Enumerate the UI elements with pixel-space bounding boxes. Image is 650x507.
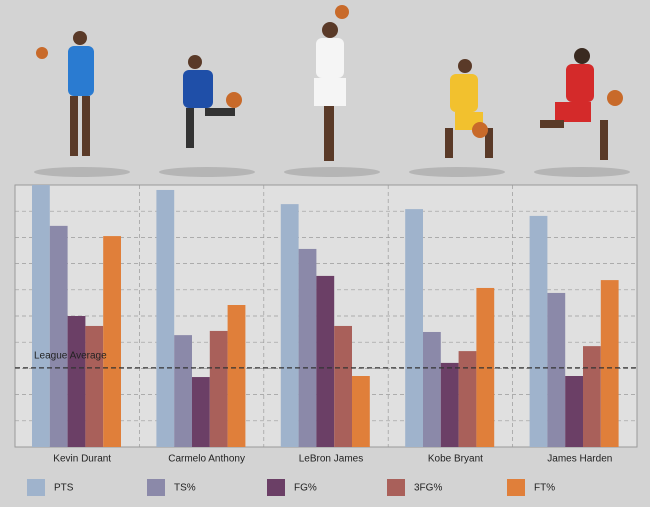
legend-swatch <box>27 479 45 496</box>
x-tick-label: LeBron James <box>299 454 363 465</box>
player-james <box>314 5 349 161</box>
reference-label: League Average <box>34 351 107 362</box>
player-durant <box>36 31 94 156</box>
bar <box>192 377 210 447</box>
x-tick-label: Carmelo Anthony <box>168 454 245 465</box>
bar <box>316 275 335 447</box>
bar <box>423 331 441 447</box>
bar <box>67 316 86 447</box>
bar <box>103 236 121 447</box>
player-anthony <box>183 55 242 148</box>
bar <box>156 189 175 447</box>
bar <box>565 375 583 447</box>
player-bryant <box>445 59 493 158</box>
x-tick-label: Kevin Durant <box>53 454 111 465</box>
legend-label: FT% <box>534 483 555 494</box>
bar <box>334 325 352 447</box>
bar <box>174 335 192 447</box>
bar <box>352 375 370 447</box>
legend-swatch <box>267 479 285 496</box>
x-tick-label: Kobe Bryant <box>428 454 483 465</box>
bar <box>476 287 495 447</box>
bar <box>85 325 104 447</box>
player-photos <box>34 5 630 177</box>
x-tick-label: James Harden <box>547 454 612 465</box>
bar <box>547 292 566 447</box>
bar <box>298 248 317 447</box>
legend-label: 3FG% <box>414 483 442 494</box>
legend-label: FG% <box>294 483 317 494</box>
bar <box>32 185 50 447</box>
legend-label: PTS <box>54 483 74 494</box>
bar <box>405 209 423 447</box>
legend-swatch <box>147 479 165 496</box>
legend-swatch <box>387 479 405 496</box>
legend-swatch <box>507 479 525 496</box>
bar <box>280 204 299 447</box>
bar <box>529 215 548 447</box>
legend-label: TS% <box>174 483 196 494</box>
bar <box>458 351 477 447</box>
bar <box>49 225 68 447</box>
bar <box>600 280 619 447</box>
player-harden <box>540 48 623 160</box>
bar <box>440 362 459 447</box>
bar <box>583 346 601 447</box>
bar <box>209 330 228 447</box>
bar <box>227 304 246 447</box>
